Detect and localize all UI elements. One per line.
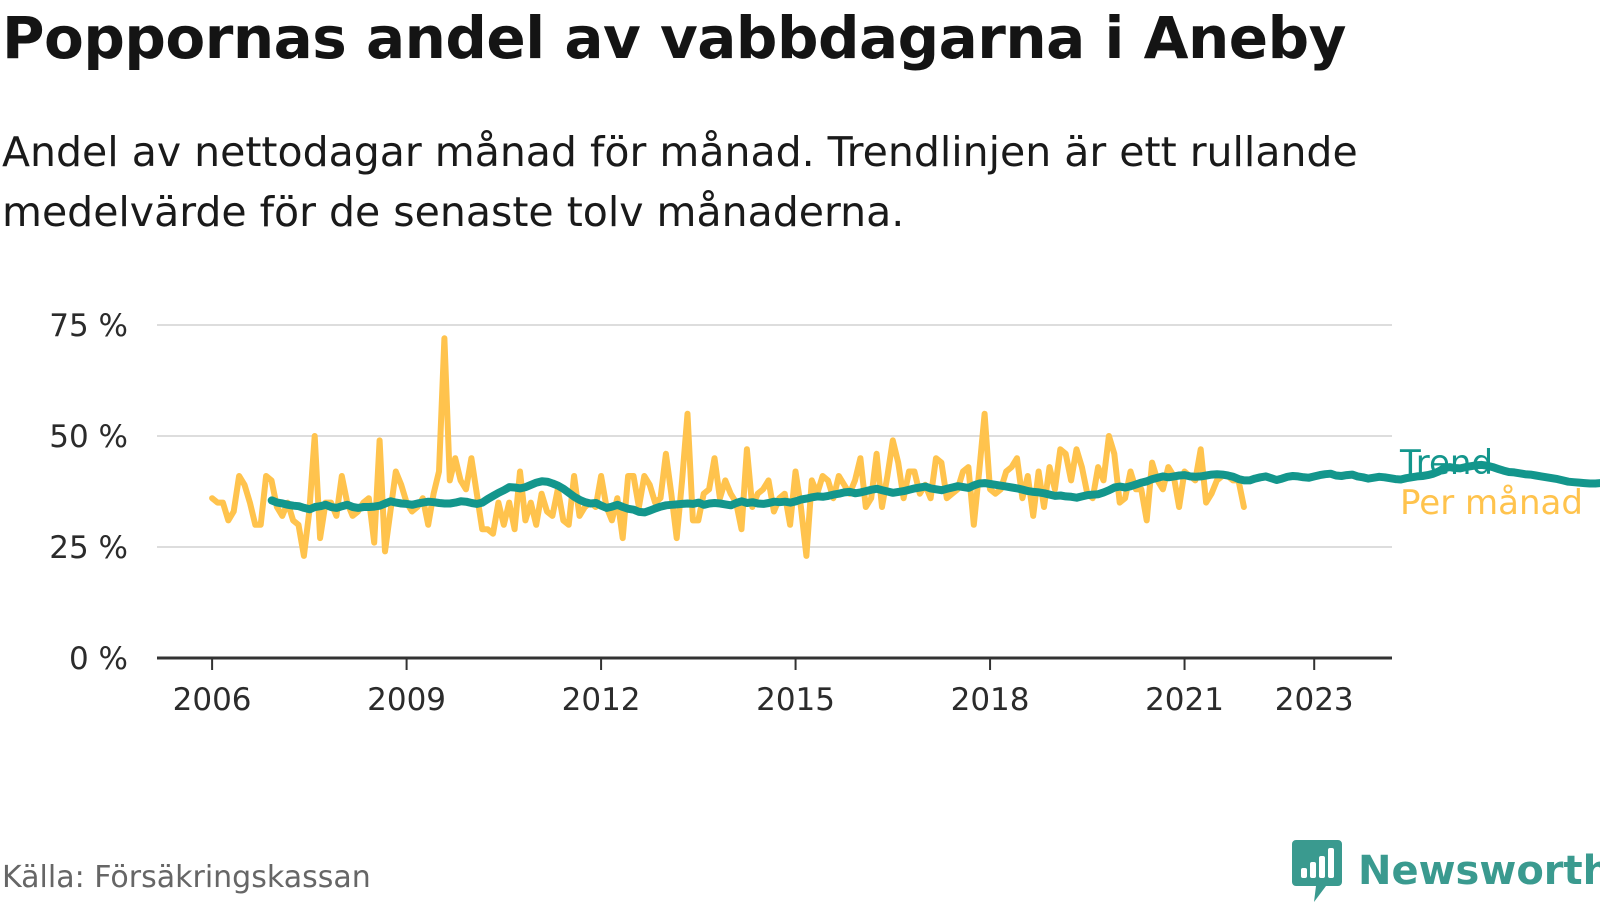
y-tick-label: 75 % (49, 308, 128, 344)
x-tick-label: 2023 (1275, 682, 1354, 718)
newsworthy-logo-icon (1292, 840, 1342, 902)
trend-line (267, 460, 1600, 517)
legend-label-trend: Trend (1399, 443, 1493, 483)
series-lines (209, 335, 1600, 559)
gridlines (157, 324, 1392, 548)
x-axis: 2006 2009 2012 2015 2018 2021 2023 (157, 656, 1392, 718)
chart-title: Poppornas andel av vabbdagarna i Aneby (2, 4, 1346, 72)
x-tick-label: 2021 (1145, 682, 1224, 718)
chart-subtitle: Andel av nettodagar månad för månad. Tre… (2, 128, 1358, 236)
brand-logo[interactable]: Newsworthy (1292, 840, 1600, 902)
y-tick-label: 0 % (69, 641, 128, 677)
source-note: Källa: Försäkringskassan (2, 860, 371, 895)
y-axis-ticks: 0 % 25 % 50 % 75 % (49, 308, 128, 677)
legend-label-monthly: Per månad (1400, 483, 1583, 523)
x-tick-label: 2015 (756, 682, 835, 718)
x-tick-label: 2018 (951, 682, 1030, 718)
monthly-line (209, 335, 1247, 559)
x-tick-label: 2012 (562, 682, 641, 718)
line-chart: 0 % 25 % 50 % 75 % 2006 2009 2012 2015 2018 2021… (49, 308, 1600, 718)
x-tick-label: 2006 (173, 682, 252, 718)
y-tick-label: 50 % (49, 419, 128, 455)
y-tick-label: 25 % (49, 530, 128, 566)
x-tick-label: 2009 (367, 682, 446, 718)
brand-name: Newsworthy (1358, 848, 1600, 894)
